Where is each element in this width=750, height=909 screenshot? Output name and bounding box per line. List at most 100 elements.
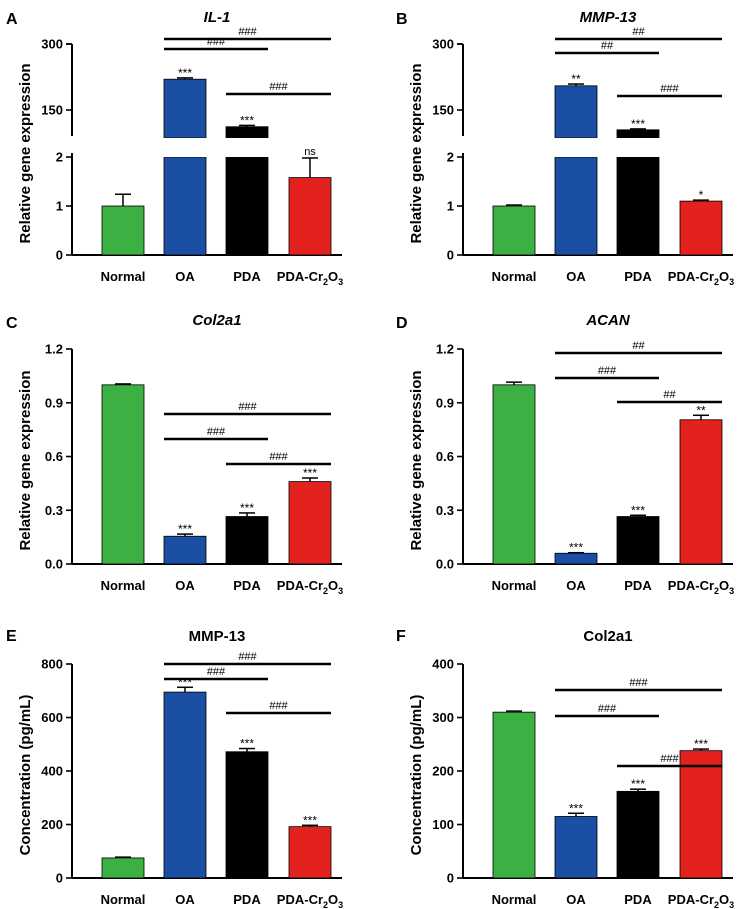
significance-label: ns <box>304 146 316 158</box>
x-tick-label: PDA <box>624 892 652 907</box>
panel-e: E MMP-13 Concentration (pg/mL) 0 200 400 600 80… <box>6 628 343 909</box>
panel-d: D ACAN Relative gene expression 0.0 0.3 0.6 0.… <box>396 312 734 596</box>
y-tick-label: 800 <box>41 657 63 672</box>
bar-pda-cr2o3 <box>288 481 332 565</box>
bar-pda-cr2o3 <box>679 200 723 256</box>
panel-c: C Col2a1 Relative gene expression 0.0 0.3 0.6… <box>6 312 343 596</box>
significance-label: *** <box>240 113 254 127</box>
axis-break-gap <box>616 138 660 157</box>
y-tick-label: 0 <box>56 871 63 886</box>
x-tick-label: PDA-Cr2O3 <box>668 269 734 287</box>
y-tick-label: 0.9 <box>436 395 454 410</box>
y-tick-label: 0.6 <box>45 449 63 464</box>
y-tick-label: 150 <box>41 103 63 118</box>
y-axis-label: Relative gene expression <box>408 370 425 550</box>
x-tick-label: PDA <box>624 269 652 284</box>
bracket-label: ### <box>207 36 226 48</box>
bar-pda <box>616 516 660 565</box>
x-tick-label: PDA <box>233 892 261 907</box>
bracket-label: ### <box>660 753 679 765</box>
bar-pda-cr2o3 <box>679 419 723 565</box>
y-tick-label: 0.0 <box>45 557 63 572</box>
bar-pda-cr2o3 <box>288 826 332 879</box>
bracket-label: ### <box>238 401 257 413</box>
x-tick-label: Normal <box>101 269 146 284</box>
significance-label: *** <box>631 503 645 517</box>
y-tick-label: 100 <box>432 817 454 832</box>
bar-pda <box>616 129 660 139</box>
significance-label: ** <box>696 403 706 417</box>
bar-oa-lower <box>554 156 598 256</box>
bracket-label: ### <box>238 651 257 663</box>
bracket-label: ### <box>238 26 257 38</box>
significance-label: *** <box>240 737 254 751</box>
panel-letter: C <box>6 315 18 332</box>
y-tick-label: 0.3 <box>45 503 63 518</box>
bar-oa <box>554 552 598 565</box>
y-axis-label: Relative gene expression <box>17 63 34 243</box>
y-tick-label: 0 <box>447 248 454 263</box>
x-tick-label: PDA <box>233 578 261 593</box>
x-tick-label: PDA-Cr2O3 <box>668 578 734 596</box>
bar-normal <box>101 205 145 256</box>
y-tick-label: 0.0 <box>436 557 454 572</box>
significance-label: *** <box>303 466 317 480</box>
y-tick-label: 300 <box>432 37 454 52</box>
y-axis-label: Concentration (pg/mL) <box>408 695 425 856</box>
y-tick-label: 200 <box>41 817 63 832</box>
y-tick-label: 0 <box>56 248 63 263</box>
axis-break-gap <box>163 138 207 157</box>
x-tick-label: PDA-Cr2O3 <box>277 892 343 909</box>
y-axis-label: Relative gene expression <box>408 63 425 243</box>
panel-letter: B <box>396 11 408 28</box>
x-tick-label: OA <box>566 269 586 284</box>
bar-pda <box>225 751 269 879</box>
x-tick-label: PDA-Cr2O3 <box>277 578 343 596</box>
bar-normal <box>492 205 536 256</box>
panel-letter: D <box>396 315 408 332</box>
bracket-label: ### <box>660 83 679 95</box>
bar-normal <box>101 384 145 565</box>
y-tick-label: 1 <box>56 199 63 214</box>
bracket-label: ### <box>207 426 226 438</box>
bracket-label: ### <box>207 666 226 678</box>
bracket-label: ### <box>269 451 288 463</box>
y-tick-label: 0.9 <box>45 395 63 410</box>
y-tick-label: 150 <box>432 103 454 118</box>
y-axis-label: Relative gene expression <box>17 370 34 550</box>
chart-title: Col2a1 <box>192 312 241 329</box>
bar-normal <box>101 857 145 879</box>
panel-letter: A <box>6 11 18 28</box>
chart-title: MMP-13 <box>580 9 637 26</box>
significance-label: *** <box>569 801 583 815</box>
panel-a: A IL-1 Relative gene expression 0 1 2 150 300 No… <box>6 9 343 287</box>
significance-label: *** <box>694 737 708 751</box>
bar-oa <box>163 691 207 879</box>
panel-b: B MMP-13 Relative gene expression 0 1 2 150 300… <box>396 9 734 287</box>
y-tick-label: 400 <box>432 657 454 672</box>
y-tick-label: 0.6 <box>436 449 454 464</box>
bar-oa <box>554 85 598 139</box>
bar-oa-lower <box>163 156 207 256</box>
bracket-label: ### <box>269 700 288 712</box>
bracket-label: ## <box>601 40 614 52</box>
chart-title: IL-1 <box>204 9 231 26</box>
x-tick-label: Normal <box>101 892 146 907</box>
bar-normal <box>492 711 536 879</box>
x-tick-label: PDA-Cr2O3 <box>668 892 734 909</box>
chart-title: Col2a1 <box>583 628 632 645</box>
y-tick-label: 0.3 <box>436 503 454 518</box>
axis-break-gap <box>554 138 598 157</box>
x-tick-label: Normal <box>101 578 146 593</box>
y-tick-label: 300 <box>432 710 454 725</box>
bracket-label: ### <box>269 81 288 93</box>
x-tick-label: PDA <box>624 578 652 593</box>
y-tick-label: 2 <box>447 150 454 165</box>
significance-label: *** <box>178 66 192 80</box>
axis-break-gap <box>225 138 269 157</box>
chart-title: ACAN <box>585 312 630 329</box>
significance-label: *** <box>631 777 645 791</box>
panel-letter: E <box>6 628 17 645</box>
significance-label: *** <box>631 117 645 131</box>
bar-pda-lower <box>225 156 269 256</box>
